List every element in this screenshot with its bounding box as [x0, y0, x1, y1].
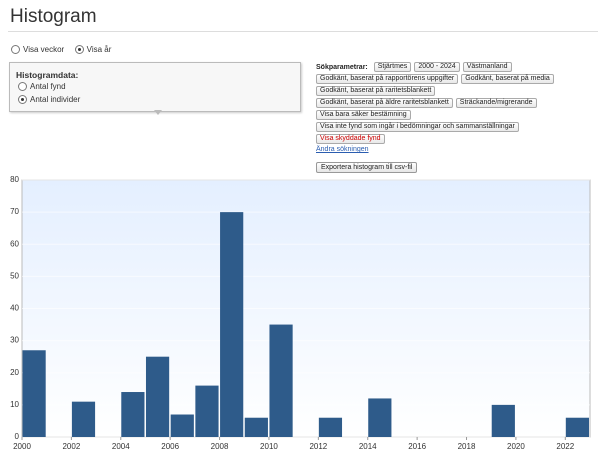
y-tick-label: 60 — [10, 239, 19, 248]
param-tag: Sträckande/migrerande — [455, 98, 537, 108]
x-tick-label: 2016 — [408, 442, 426, 451]
x-tick-label: 2022 — [556, 442, 574, 451]
radio-label: Visa år — [86, 45, 112, 54]
param-row: Godkänt, baserat på äldre raritetsblanke… — [316, 98, 596, 108]
x-tick-label: 2014 — [359, 442, 377, 451]
x-tick-label: 2000 — [13, 442, 31, 451]
bar — [22, 350, 46, 437]
y-tick-label: 0 — [15, 432, 20, 441]
x-tick-label: 2006 — [161, 442, 179, 451]
param-row: Godkänt, baserat på rapportörens uppgift… — [316, 74, 596, 84]
bar — [170, 414, 194, 437]
bar — [145, 356, 170, 437]
param-tag: Godkänt, baserat på raritetsblankett — [316, 86, 436, 96]
y-tick-label: 30 — [10, 336, 19, 345]
param-tag: Visa bara säker bestämning — [316, 110, 411, 120]
param-row: Visa skyddade fynd — [316, 134, 596, 144]
param-row: Visa inte fynd som ingår i bedömningar o… — [316, 122, 596, 132]
x-tick-label: 2008 — [211, 442, 229, 451]
bar — [244, 417, 268, 437]
search-params: Sökparametrar: Stjärtmes 2000 - 2024 Västma… — [316, 62, 596, 173]
y-tick-label: 50 — [10, 271, 19, 280]
divider — [8, 31, 598, 32]
param-tag: Visa inte fynd som ingår i bedömningar o… — [316, 122, 519, 132]
param-tag: Godkänt, baserat på rapportörens uppgift… — [316, 74, 459, 84]
radio-years[interactable]: Visa år — [74, 45, 112, 54]
box-title: Histogramdata: — [16, 70, 79, 80]
radio-individuals[interactable]: Antal individer — [18, 95, 80, 104]
param-tag: Godkänt, baserat på äldre raritetsblanke… — [316, 98, 453, 108]
param-tag: Västmanland — [462, 62, 512, 72]
box-arrow — [154, 110, 162, 115]
x-tick-label: 2004 — [112, 442, 130, 451]
bar — [195, 385, 219, 437]
param-row: Sökparametrar: Stjärtmes 2000 - 2024 Västma… — [316, 62, 596, 72]
param-tag: Visa skyddade fynd — [316, 134, 385, 144]
x-tick-label: 2010 — [260, 442, 278, 451]
y-tick-label: 40 — [10, 304, 19, 313]
chart: 0 10 20 30 40 50 60 70 80 2000 2002 2004 2006 2008 201… — [10, 175, 591, 451]
export-button[interactable]: Exportera histogram till csv-fil — [316, 162, 418, 173]
bar — [71, 401, 96, 437]
x-tick-label: 2012 — [309, 442, 327, 451]
radio-weeks[interactable]: Visa veckor — [11, 45, 64, 54]
bar — [269, 324, 293, 437]
page-title: Histogram — [10, 6, 97, 27]
param-tag: Stjärtmes — [373, 62, 412, 72]
y-tick-label: 10 — [10, 400, 19, 409]
histogram-box: Histogramdata: Antal fynd Antal individe… — [9, 62, 301, 112]
radio-label: Antal individer — [30, 95, 81, 104]
param-row: Godkänt, baserat på raritetsblankett — [316, 86, 596, 96]
param-row: Visa bara säker bestämning — [316, 110, 596, 120]
param-tag: 2000 - 2024 — [414, 62, 460, 72]
bar — [318, 417, 343, 437]
bar — [491, 404, 515, 437]
radio-label: Antal fynd — [30, 82, 66, 91]
param-tag: Godkänt, baserat på media — [461, 74, 554, 84]
bar — [368, 398, 392, 437]
change-search-link[interactable]: Ändra sökningen — [316, 146, 369, 153]
x-tick-label: 2018 — [458, 442, 476, 451]
bar — [220, 212, 244, 437]
bar — [565, 417, 589, 437]
y-tick-label: 70 — [10, 207, 19, 216]
radio-label: Visa veckor — [23, 45, 65, 54]
bar — [121, 392, 145, 437]
params-label: Sökparametrar: — [316, 63, 368, 71]
radio-finds[interactable]: Antal fynd — [18, 82, 80, 91]
view-options: Visa veckor Visa år — [11, 41, 117, 59]
y-tick-label: 80 — [10, 175, 19, 184]
x-tick-label: 2002 — [62, 442, 80, 451]
x-tick-label: 2020 — [507, 442, 525, 451]
y-tick-label: 20 — [10, 368, 19, 377]
